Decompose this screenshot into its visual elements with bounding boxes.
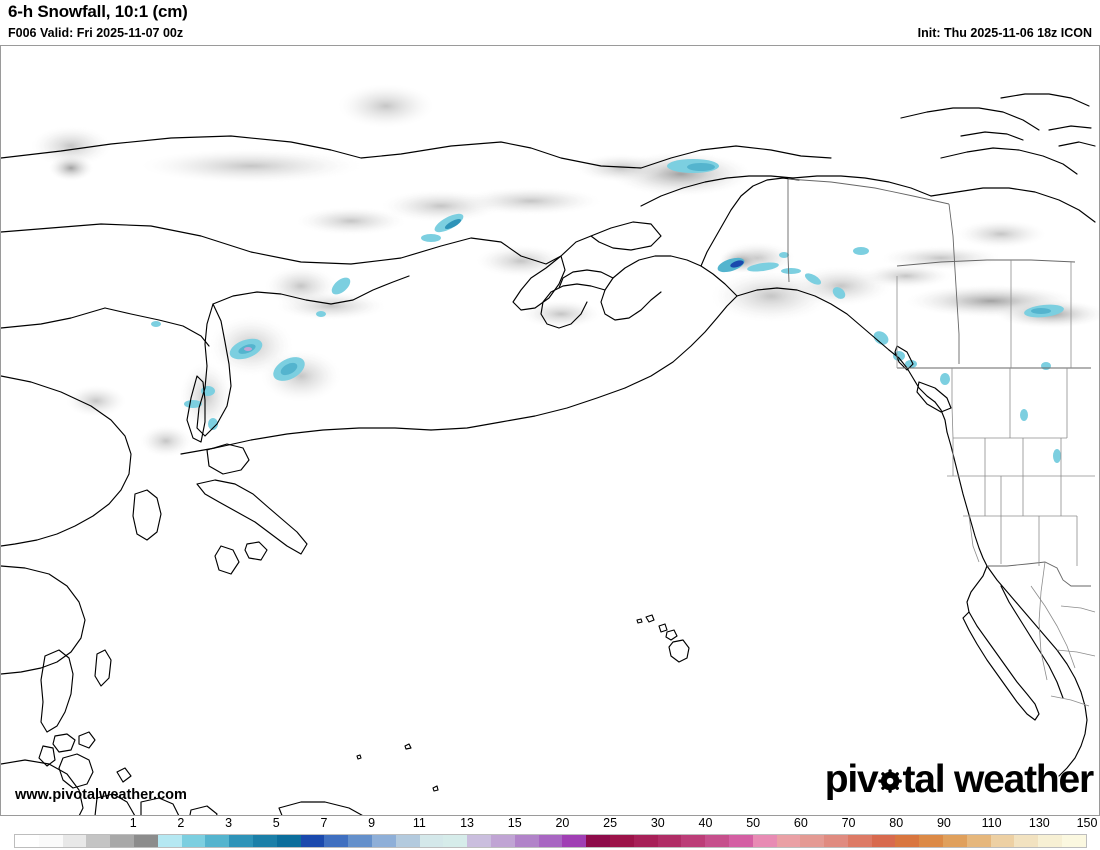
logo-text-post: tal weather (902, 758, 1094, 801)
colorbar-swatch (586, 835, 610, 847)
colorbar-swatch (181, 835, 206, 847)
colorbar-swatch (1014, 835, 1039, 847)
colorbar-swatch (966, 835, 991, 847)
colorbar-swatch (990, 835, 1015, 847)
colorbar-swatch (86, 835, 111, 847)
colorbar-swatch (705, 835, 729, 847)
colorbar-tick-labels: 1 2 3 5 7 9 11 13 15 20 25 30 40 50 60 70 80 90 110 130 150 (0, 816, 1100, 833)
colorbar-tick: 60 (793, 816, 808, 830)
colorbar-tick: 11 (412, 816, 426, 830)
colorbar-tick: 13 (460, 816, 474, 830)
colorbar-swatch (133, 835, 158, 847)
colorbar-tick: 30 (650, 816, 665, 830)
state-province-borders (896, 260, 1096, 707)
colorbar-swatch (776, 835, 801, 847)
colorbar-swatch (15, 835, 39, 847)
colorbar-swatch (276, 835, 301, 847)
colorbar-tick: 40 (698, 816, 713, 830)
colorbar-swatch (824, 835, 848, 847)
map-header: 6-h Snowfall, 10:1 (cm) F006 Valid: Fri … (0, 0, 1100, 46)
colorbar-swatch (252, 835, 277, 847)
colorbar-swatch (1062, 835, 1086, 847)
colorbar-tick: 80 (889, 816, 904, 830)
colorbar-tick: 90 (936, 816, 951, 830)
colorbar-swatch (467, 835, 491, 847)
colorbar-swatch (229, 835, 253, 847)
colorbar-swatch (371, 835, 396, 847)
colorbar-swatch (943, 835, 967, 847)
map-svg (1, 84, 1099, 815)
coastlines (1, 93, 1096, 815)
colorbar-tick: 110 (981, 816, 1002, 830)
colorbar-swatch (300, 835, 325, 847)
colorbar-swatch (633, 835, 658, 847)
colorbar-swatch (752, 835, 777, 847)
site-url-watermark: www.pivotalweather.com (15, 787, 187, 803)
colorbar-swatch (800, 835, 825, 847)
colorbar-swatch (514, 835, 539, 847)
colorbar-swatch (919, 835, 944, 847)
colorbar-swatch (490, 835, 515, 847)
country-borders (787, 178, 1091, 587)
init-time-label: Init: Thu 2025-11-06 18z ICON (917, 26, 1092, 40)
colorbar-swatch (728, 835, 753, 847)
colorbar-swatch (110, 835, 134, 847)
colorbar[interactable]: 1 2 3 5 7 9 11 13 15 20 25 30 40 50 60 70 80 90 110 130 150 (0, 816, 1100, 850)
colorbar-swatch (324, 835, 349, 847)
colorbar-swatch (62, 835, 87, 847)
page-title: 6-h Snowfall, 10:1 (cm) (8, 2, 188, 21)
colorbar-swatch (562, 835, 587, 847)
colorbar-tick: 50 (746, 816, 761, 830)
colorbar-swatch (205, 835, 230, 847)
colorbar-tick: 20 (555, 816, 570, 830)
colorbar-swatch (395, 835, 420, 847)
colorbar-tick: 5 (272, 816, 280, 830)
colorbar-tick: 9 (368, 816, 376, 830)
colorbar-swatch (871, 835, 896, 847)
colorbar-tick: 70 (841, 816, 856, 830)
colorbar-tick: 7 (320, 816, 328, 830)
colorbar-tick: 1 (129, 816, 137, 830)
colorbar-swatch (419, 835, 444, 847)
colorbar-swatch (157, 835, 182, 847)
colorbar-tick: 130 (1028, 816, 1050, 830)
colorbar-swatches (14, 834, 1087, 848)
colorbar-swatch (681, 835, 706, 847)
colorbar-swatch (895, 835, 920, 847)
colorbar-swatch (847, 835, 872, 847)
pivotal-weather-logo: piv tal weather (824, 758, 1094, 801)
colorbar-swatch (657, 835, 682, 847)
colorbar-swatch (38, 835, 63, 847)
colorbar-tick: 15 (507, 816, 522, 830)
gear-snowflake-icon (878, 762, 902, 794)
valid-time-label: F006 Valid: Fri 2025-11-07 00z (8, 26, 184, 40)
colorbar-tick: 2 (177, 816, 185, 830)
logo-text-pre: piv (824, 758, 879, 801)
colorbar-swatch (538, 835, 563, 847)
colorbar-tick: 150 (1076, 816, 1098, 830)
map-canvas[interactable]: www.pivotalweather.com piv tal weather (0, 45, 1100, 816)
colorbar-swatch (1038, 835, 1063, 847)
colorbar-tick: 3 (225, 816, 233, 830)
colorbar-swatch (609, 835, 634, 847)
colorbar-tick: 25 (603, 816, 618, 830)
colorbar-swatch (348, 835, 372, 847)
snowfall-shading-blue (151, 159, 1064, 463)
colorbar-swatch (443, 835, 468, 847)
